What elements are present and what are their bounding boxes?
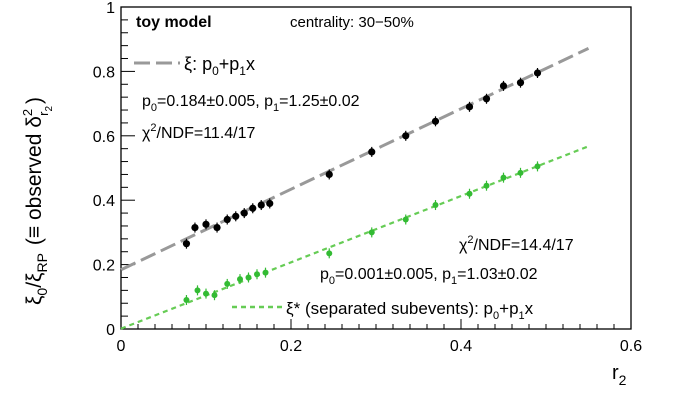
black-data-point xyxy=(232,211,240,222)
legend-black-fit-label: ξ: p0+p1x xyxy=(184,54,255,78)
black-data-point xyxy=(533,68,542,79)
green-data-point xyxy=(483,180,490,191)
black-data-point xyxy=(191,222,199,233)
black-data-point xyxy=(431,116,440,127)
green-data-point xyxy=(402,214,409,225)
green-data-point xyxy=(466,188,473,199)
green-data-point xyxy=(245,272,252,283)
black-data-point xyxy=(240,208,248,219)
green-data-point xyxy=(224,278,231,289)
green-data-point xyxy=(237,274,243,285)
green-data-point xyxy=(211,290,218,301)
black-data-point xyxy=(402,130,410,141)
black-data-point xyxy=(182,238,191,249)
y-tick-label: 0.8 xyxy=(93,64,115,81)
black-data-point xyxy=(368,146,376,157)
black-data-point xyxy=(223,214,231,225)
y-tick-label: 0.2 xyxy=(93,258,115,275)
black-fit-line xyxy=(120,47,590,272)
axis-ticks: 0 0.2 0.4 0.6 0 0.2 0.4 0.6 0.8 1 xyxy=(93,0,642,355)
green-data-point xyxy=(262,267,269,278)
x-axis-label: r2 xyxy=(612,362,627,388)
green-fit-line xyxy=(120,145,589,330)
x-tick-label: 0 xyxy=(117,338,126,355)
black-fit-params: p0=0.184±0.005, p1=1.25±0.02 xyxy=(142,93,360,114)
black-data-point xyxy=(257,200,265,211)
y-axis-label: ξ0/ξRP(≡ observed δ2r2) xyxy=(20,97,55,305)
black-data-point xyxy=(325,169,333,180)
black-fit-chi2: χ2/NDF=11.4/17 xyxy=(142,122,256,142)
green-data-point xyxy=(203,288,209,299)
green-fit-chi2: χ2/NDF=14.4/17 xyxy=(459,234,574,254)
black-data-point xyxy=(249,203,257,214)
black-data-point xyxy=(465,101,474,112)
green-data-point xyxy=(432,200,439,211)
black-data-point xyxy=(516,77,525,88)
black-data-point xyxy=(499,80,508,91)
black-data-point xyxy=(202,219,210,230)
x-tick-label: 0.2 xyxy=(280,338,302,355)
y-tick-label: 0 xyxy=(106,322,115,339)
green-data-point xyxy=(183,295,190,306)
green-data-point xyxy=(326,248,333,259)
y-tick-label: 1 xyxy=(106,0,115,17)
centrality-label: centrality: 30−50% xyxy=(290,14,414,31)
black-data-point xyxy=(213,222,221,233)
y-tick-label: 0.4 xyxy=(93,193,115,210)
x-tick-label: 0.6 xyxy=(620,338,642,355)
data-points xyxy=(182,68,542,306)
green-data-point xyxy=(517,167,524,178)
model-label: toy model xyxy=(136,14,212,31)
legend-green-fit-label: ξ* (separated subevents): p0+p1x xyxy=(286,299,534,322)
green-data-point xyxy=(368,227,375,238)
black-data-point xyxy=(266,198,274,209)
green-data-point xyxy=(500,172,507,183)
x-tick-label: 0.4 xyxy=(450,338,472,355)
fit-lines xyxy=(120,47,590,330)
green-data-point xyxy=(194,285,201,296)
black-data-point xyxy=(482,93,491,104)
y-tick-label: 0.6 xyxy=(93,129,115,146)
green-fit-params: p0=0.001±0.005, p1=1.03±0.02 xyxy=(320,266,538,287)
green-data-point xyxy=(534,161,541,172)
green-data-point xyxy=(254,269,260,280)
